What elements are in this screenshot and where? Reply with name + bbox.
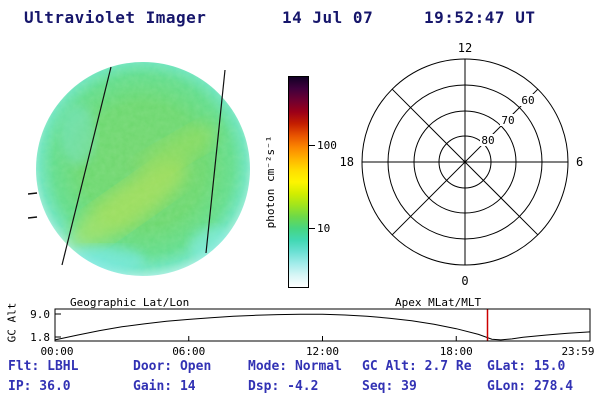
colorbar-tick-100: 100 <box>317 139 337 152</box>
mlt-label-12: 12 <box>458 41 472 55</box>
status-seq: Seq: 39 <box>362 379 417 394</box>
status-glon: GLon: 278.4 <box>487 379 574 394</box>
lat-label-60: 60 <box>521 94 534 107</box>
colorbar-tickmark-10 <box>309 228 315 229</box>
status-door: Door: Open <box>133 359 212 374</box>
polar-mlt-labels: 12 0 18 6 <box>340 41 583 288</box>
x-tick-0600: 06:00 <box>172 345 205 358</box>
disk-edge-ticks <box>28 192 38 219</box>
colorbar-gradient <box>288 76 309 288</box>
lat-label-bg <box>520 94 537 106</box>
status-glat: GLat: 15.0 <box>487 359 566 374</box>
lat-label-bg <box>480 134 497 146</box>
status-flt: Flt: LBHL <box>8 359 79 374</box>
disk-texture <box>36 62 250 276</box>
status-mode: Mode: Normal <box>248 359 342 374</box>
meridian-lines <box>61 66 226 266</box>
status-ip: IP: 36.0 <box>8 379 71 394</box>
header-date: 14 Jul 07 <box>282 8 374 27</box>
y-tick-9: 9.0 <box>30 308 50 321</box>
mlt-label-6: 6 <box>576 155 583 169</box>
colorbar-label: photon cm⁻²s⁻¹ <box>264 135 277 229</box>
orbit-axis-ticks <box>55 313 457 341</box>
orbit-x-tick-labels: 00:00 06:00 12:00 18:00 23:59 <box>40 345 594 358</box>
uv-disk-image <box>28 62 250 276</box>
colorbar-tick-10: 10 <box>317 222 331 235</box>
lat-label-70: 70 <box>501 114 514 127</box>
app-title: Ultraviolet Imager <box>24 8 207 27</box>
mlt-label-0: 0 <box>461 274 468 288</box>
status-dsp: Dsp: -4.2 <box>248 379 319 394</box>
orbit-right-title: Apex MLat/MLT <box>395 296 481 309</box>
lat-label-80: 80 <box>481 134 494 147</box>
orbit-curve <box>54 313 591 341</box>
header-time: 19:52:47 UT <box>424 8 536 27</box>
x-tick-1800: 18:00 <box>440 345 473 358</box>
x-tick-0000: 00:00 <box>40 345 73 358</box>
x-tick-1200: 12:00 <box>306 345 339 358</box>
orbit-titles: Geographic Lat/Lon Apex MLat/MLT <box>70 296 481 309</box>
y-tick-1-8: 1.8 <box>30 331 50 344</box>
mlt-polar-plot: 60 70 80 12 0 18 6 <box>340 41 583 288</box>
orbit-altitude-plot: Geographic Lat/Lon Apex MLat/MLT 9.0 1.8… <box>30 296 594 358</box>
x-tick-2359: 23:59 <box>561 345 594 358</box>
mlt-label-18: 18 <box>340 155 354 169</box>
status-gc-alt: GC Alt: 2.7 Re <box>362 359 472 374</box>
status-gain: Gain: 14 <box>133 379 196 394</box>
lat-label-bg <box>500 114 517 126</box>
polar-grid <box>361 58 569 266</box>
colorbar-tickmark-100 <box>309 145 315 146</box>
orbit-left-title: Geographic Lat/Lon <box>70 296 189 309</box>
polar-lat-labels: 60 70 80 <box>480 94 537 147</box>
